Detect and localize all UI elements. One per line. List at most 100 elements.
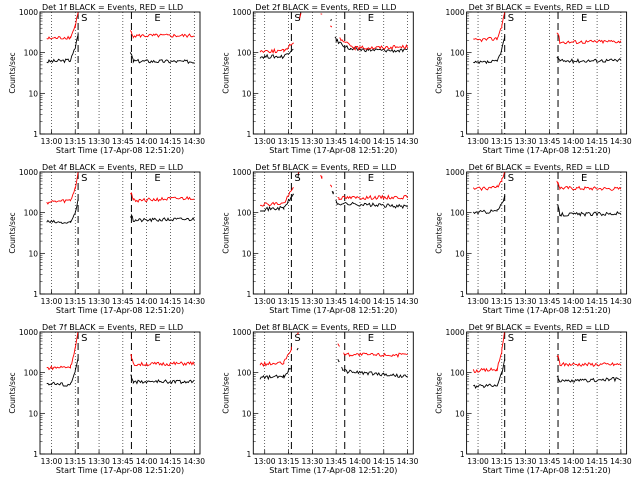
y-tick-label: 1000 [232,328,251,337]
x-tick-label: 14:15 [373,457,395,466]
y-tick-label: 1000 [19,168,38,177]
x-axis-label: Start Time (17-Apr-08 12:51:20) [482,146,610,155]
series-line [260,172,408,207]
series-line [259,12,408,60]
x-tick-label: 13:00 [254,137,276,146]
x-tick-label: 14:30 [397,137,419,146]
x-tick-label: 13:00 [467,297,489,306]
start-marker: S [81,173,87,184]
series-line [473,359,622,390]
detector-chart-9: Det 9f BLACK = Events, RED = LLD 13:00 13:… [435,323,632,475]
start-marker: S [508,13,514,24]
y-tick-label: 100 [24,49,39,58]
y-tick-label: 1000 [232,8,251,17]
series-line [46,172,195,205]
series-line [259,347,408,381]
y-axis-label: Counts/sec [221,52,230,93]
x-tick-label: 13:30 [88,137,110,146]
end-marker: E [368,333,374,344]
x-tick-label: 13:45 [325,137,347,146]
x-tick-label: 13:45 [539,297,561,306]
end-marker: E [581,173,587,184]
y-axis-label: Counts/sec [221,212,230,253]
x-tick-label: 13:45 [539,137,561,146]
x-tick-label: 14:00 [562,297,584,306]
y-tick-label: 100 [450,369,465,378]
plot-frame [466,171,628,295]
y-axis-label: Counts/sec [435,372,444,413]
y-tick-label: 10 [242,409,252,418]
y-tick-label: 1 [460,450,465,459]
end-marker: E [154,173,160,184]
x-tick-label: 13:00 [254,297,276,306]
x-tick-label: 13:00 [467,457,489,466]
y-tick-label: 100 [24,369,39,378]
plot-frame [466,11,628,135]
plot-frame [39,171,201,295]
y-tick-label: 1000 [232,168,251,177]
x-tick-label: 14:15 [373,137,395,146]
end-marker: E [368,13,374,24]
end-marker: E [581,333,587,344]
y-axis-label: Counts/sec [8,212,17,253]
x-tick-label: 13:15 [64,137,86,146]
x-tick-label: 14:00 [349,297,371,306]
x-axis-label: Start Time (17-Apr-08 12:51:20) [269,466,397,475]
chart-title: Det 5f BLACK = Events, RED = LLD [255,163,396,172]
x-axis-label: Start Time (17-Apr-08 12:51:20) [269,306,397,315]
series-line [46,199,195,225]
series-group [259,12,409,60]
x-tick-label: 14:30 [397,297,419,306]
y-tick-label: 10 [28,89,38,98]
end-marker: E [154,13,160,24]
x-tick-label: 13:30 [302,297,324,306]
series-line [46,12,195,40]
end-marker: E [368,173,374,184]
y-tick-label: 100 [450,209,465,218]
start-marker: S [508,333,514,344]
y-tick-label: 1000 [19,8,38,17]
series-line [46,32,195,65]
series-line [472,172,622,192]
series-group [46,332,195,387]
x-tick-label: 13:45 [112,137,134,146]
series-group [46,172,195,225]
y-tick-label: 1000 [446,168,465,177]
y-tick-label: 10 [455,409,465,418]
x-tick-label: 14:00 [562,457,584,466]
x-tick-label: 14:00 [136,137,158,146]
x-tick-label: 13:15 [64,457,86,466]
x-tick-label: 14:30 [610,137,632,146]
series-line [46,332,195,371]
y-tick-label: 100 [237,49,252,58]
y-axis-label: Counts/sec [8,372,17,413]
series-group [46,12,195,65]
end-marker: E [581,13,587,24]
y-tick-label: 10 [242,89,252,98]
y-tick-label: 1 [33,130,38,139]
start-marker: S [508,173,514,184]
x-tick-label: 14:00 [349,457,371,466]
x-tick-label: 14:30 [397,457,419,466]
start-marker: S [294,333,300,344]
y-tick-label: 10 [28,249,38,258]
plot-frame [39,11,201,135]
x-tick-label: 13:45 [539,457,561,466]
chart-title: Det 9f BLACK = Events, RED = LLD [469,323,610,332]
x-tick-label: 14:30 [183,297,205,306]
x-axis-label: Start Time (17-Apr-08 12:51:20) [269,146,397,155]
y-tick-label: 1 [247,130,252,139]
chart-title: Det 8f BLACK = Events, RED = LLD [255,323,396,332]
x-tick-label: 13:45 [325,297,347,306]
x-tick-label: 14:00 [136,297,158,306]
series-line [259,172,408,212]
plot-frame [39,331,201,455]
x-tick-label: 13:30 [515,137,537,146]
chart-title: Det 3f BLACK = Events, RED = LLD [469,3,610,12]
x-tick-label: 14:15 [586,297,608,306]
x-tick-label: 13:45 [325,457,347,466]
